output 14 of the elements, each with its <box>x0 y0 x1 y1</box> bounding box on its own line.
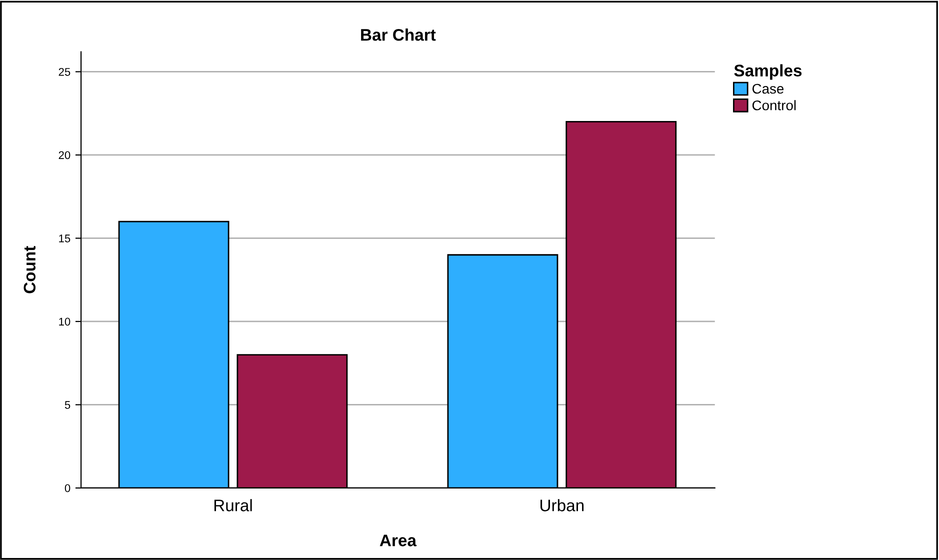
x-tick-label: Rural <box>214 499 252 512</box>
legend-title: Samples <box>734 64 802 80</box>
chart-title: Bar Chart <box>361 28 436 41</box>
legend-label: Control <box>752 100 796 110</box>
x-tick-label: Urban <box>540 499 584 512</box>
y-axis-title: Count <box>24 246 36 294</box>
x-axis-title: Area <box>380 534 417 546</box>
y-tick-label: 5 <box>64 401 70 409</box>
legend-label: Case <box>752 84 784 94</box>
y-tick-label: 15 <box>59 234 70 242</box>
y-tick-label: 20 <box>58 151 70 160</box>
y-tick-label: 0 <box>64 484 70 492</box>
y-tick-label: 25 <box>58 68 70 76</box>
y-tick-label: 10 <box>59 318 70 326</box>
